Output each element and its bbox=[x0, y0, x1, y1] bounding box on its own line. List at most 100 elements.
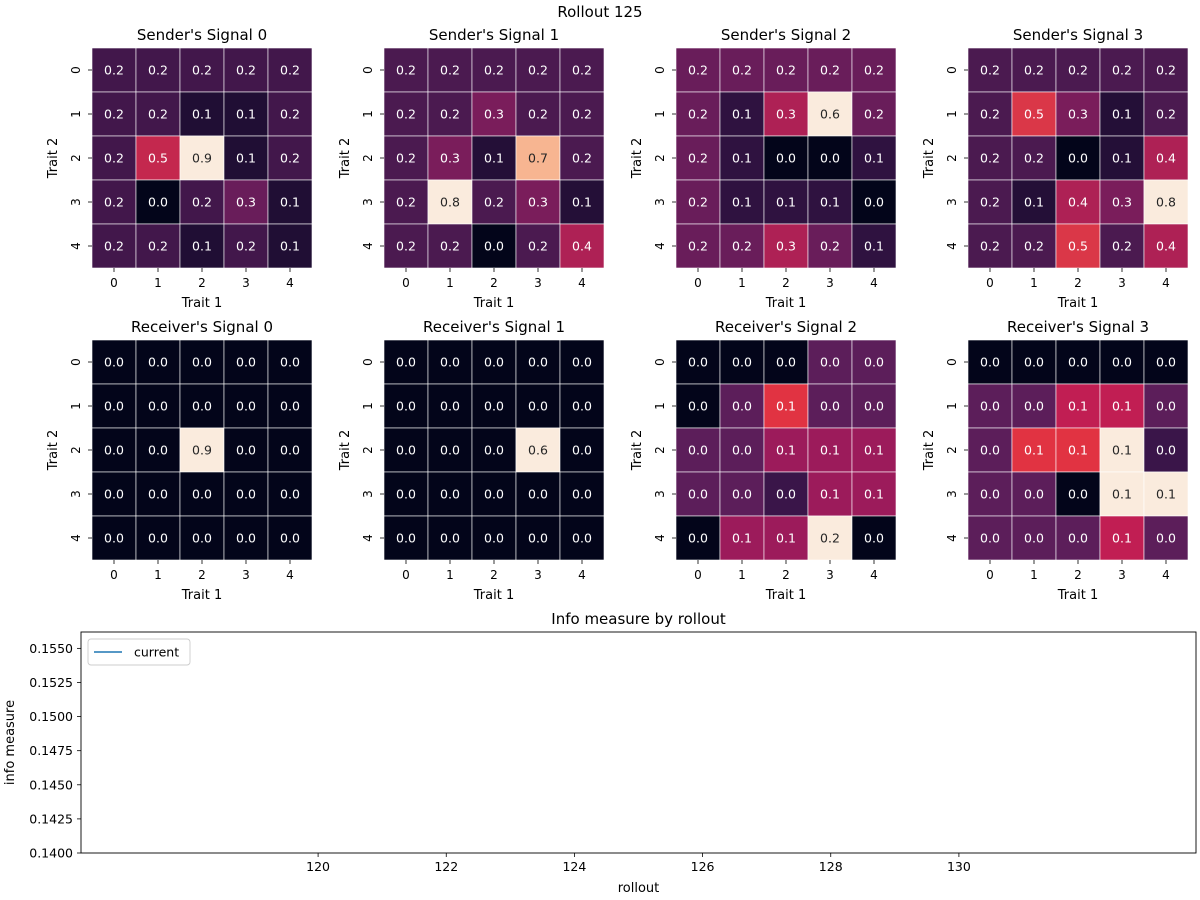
x-tick-label: 122 bbox=[434, 859, 458, 874]
y-tick-label: 4 bbox=[69, 242, 83, 250]
y-tick-label: 1 bbox=[69, 402, 83, 410]
cell-value-label: 0.5 bbox=[1068, 239, 1088, 254]
cell-value-label: 0.2 bbox=[440, 107, 460, 122]
cell-value-label: 0.2 bbox=[1112, 239, 1132, 254]
y-tick-label: 2 bbox=[361, 446, 375, 454]
cell-value-label: 0.0 bbox=[192, 355, 212, 370]
y-tick-label: 0.1475 bbox=[29, 743, 73, 758]
heatmap-cell bbox=[223, 135, 269, 181]
cell-value-label: 0.2 bbox=[192, 195, 212, 210]
heatmap-cell bbox=[427, 47, 473, 93]
cell-value-label: 0.3 bbox=[776, 239, 796, 254]
cell-value-label: 0.1 bbox=[732, 531, 752, 546]
cell-value-label: 0.1 bbox=[1112, 487, 1132, 502]
heatmap-cell bbox=[763, 179, 809, 225]
y-tick-label: 4 bbox=[361, 242, 375, 250]
cell-value-label: 0.2 bbox=[688, 151, 708, 166]
y-tick-label: 4 bbox=[653, 242, 667, 250]
heatmap-cell bbox=[515, 223, 561, 269]
heatmap-cell bbox=[1011, 471, 1057, 517]
y-tick-label: 2 bbox=[653, 154, 667, 162]
cell-value-label: 0.0 bbox=[1068, 487, 1088, 502]
cell-value-label: 0.2 bbox=[528, 239, 548, 254]
cell-value-label: 0.0 bbox=[280, 487, 300, 502]
cell-value-label: 0.0 bbox=[104, 531, 124, 546]
x-tick-label: 120 bbox=[306, 859, 330, 874]
cell-value-label: 0.0 bbox=[572, 487, 592, 502]
cell-value-label: 0.1 bbox=[732, 195, 752, 210]
cell-value-label: 0.1 bbox=[192, 239, 212, 254]
cell-value-label: 0.3 bbox=[1068, 107, 1088, 122]
x-axis-label: Trait 1 bbox=[1057, 296, 1098, 311]
x-axis-label: Trait 1 bbox=[473, 296, 514, 311]
heatmap-cell bbox=[851, 383, 897, 429]
cell-value-label: 0.0 bbox=[148, 443, 168, 458]
cell-value-label: 0.0 bbox=[980, 487, 1000, 502]
cell-value-label: 0.2 bbox=[1068, 63, 1088, 78]
cell-value-label: 0.2 bbox=[1024, 239, 1044, 254]
x-tick-label: 2 bbox=[490, 276, 498, 290]
heatmap-cell bbox=[559, 471, 605, 517]
heatmap-cell bbox=[967, 223, 1013, 269]
heatmap-cell bbox=[223, 47, 269, 93]
cell-value-label: 0.0 bbox=[236, 443, 256, 458]
cell-value-label: 0.0 bbox=[280, 399, 300, 414]
heatmap-cell bbox=[559, 515, 605, 561]
heatmap-cell bbox=[763, 515, 809, 561]
cell-value-label: 0.0 bbox=[1024, 399, 1044, 414]
cell-value-label: 0.0 bbox=[688, 487, 708, 502]
heatmap-cell bbox=[179, 427, 225, 473]
y-tick-label: 1 bbox=[945, 402, 959, 410]
cell-value-label: 0.0 bbox=[864, 531, 884, 546]
heatmap-cell bbox=[1011, 223, 1057, 269]
cell-value-label: 0.0 bbox=[528, 487, 548, 502]
y-axis-label: Trait 2 bbox=[338, 430, 353, 471]
cell-value-label: 0.2 bbox=[732, 239, 752, 254]
heatmap-cell bbox=[267, 135, 313, 181]
y-axis-label: Trait 2 bbox=[630, 430, 645, 471]
cell-value-label: 0.0 bbox=[484, 355, 504, 370]
y-tick-label: 1 bbox=[653, 110, 667, 118]
y-axis-label: Trait 2 bbox=[922, 138, 937, 179]
cell-value-label: 0.2 bbox=[528, 107, 548, 122]
heatmap-cell bbox=[967, 179, 1013, 225]
cell-value-label: 0.6 bbox=[820, 107, 840, 122]
x-tick-label: 1 bbox=[738, 568, 746, 582]
cell-value-label: 0.3 bbox=[528, 195, 548, 210]
legend: current bbox=[87, 638, 191, 666]
cell-value-label: 0.2 bbox=[572, 151, 592, 166]
heatmap-cell bbox=[135, 383, 181, 429]
cell-value-label: 0.0 bbox=[104, 399, 124, 414]
cell-value-label: 0.3 bbox=[440, 151, 460, 166]
cell-value-label: 0.1 bbox=[572, 195, 592, 210]
x-tick-label: 0 bbox=[694, 276, 702, 290]
cell-value-label: 0.1 bbox=[280, 239, 300, 254]
heatmap-cell bbox=[91, 223, 137, 269]
heatmap-cell bbox=[427, 427, 473, 473]
legend-box bbox=[87, 638, 191, 666]
cell-value-label: 0.1 bbox=[280, 195, 300, 210]
cell-value-label: 0.0 bbox=[688, 355, 708, 370]
cell-value-label: 0.2 bbox=[236, 239, 256, 254]
heatmap-cell bbox=[1055, 383, 1101, 429]
x-tick-label: 2 bbox=[1074, 568, 1082, 582]
heatmap-cell bbox=[471, 47, 517, 93]
cell-value-label: 0.1 bbox=[820, 487, 840, 502]
heatmap-cell bbox=[807, 223, 853, 269]
cell-value-label: 0.0 bbox=[732, 355, 752, 370]
heatmap-cell bbox=[559, 135, 605, 181]
cell-value-label: 0.0 bbox=[572, 443, 592, 458]
heatmap-cell bbox=[135, 339, 181, 385]
cell-value-label: 0.1 bbox=[1112, 107, 1132, 122]
heatmap-cell bbox=[1055, 471, 1101, 517]
heatmap-cell bbox=[179, 135, 225, 181]
cell-value-label: 0.0 bbox=[1156, 355, 1176, 370]
heatmap-cell bbox=[1011, 427, 1057, 473]
cell-value-label: 0.0 bbox=[864, 355, 884, 370]
cell-value-label: 0.0 bbox=[236, 355, 256, 370]
heatmap-title: Sender's Signal 3 bbox=[1013, 26, 1143, 44]
cell-value-label: 0.2 bbox=[484, 63, 504, 78]
heatmap-cell bbox=[1099, 47, 1145, 93]
cell-value-label: 0.0 bbox=[1156, 399, 1176, 414]
heatmap-cell bbox=[135, 427, 181, 473]
